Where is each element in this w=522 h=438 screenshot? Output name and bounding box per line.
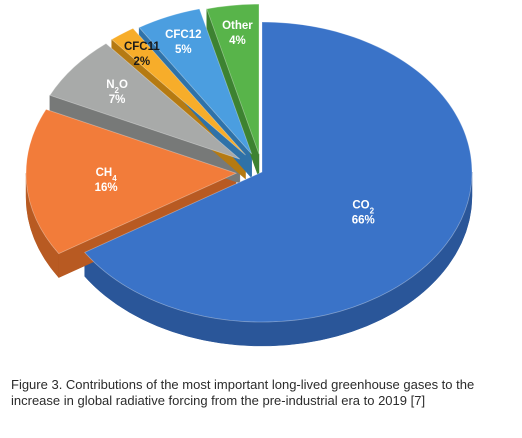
slice-name-ch4: CH4 xyxy=(96,167,118,183)
slice-cfc12 xyxy=(138,8,253,155)
slice-name-cfc12: CFC12 xyxy=(165,29,201,41)
slice-cfc11 xyxy=(111,27,246,156)
pie-chart: CO2 66% CH4 16% N2O 7% CFC11 2% CFC12 5% Other 4% xyxy=(25,3,473,347)
slice-co2 xyxy=(84,21,473,323)
slice-value-other: 4% xyxy=(229,35,246,47)
slice-value-cfc12: 5% xyxy=(175,44,192,56)
slice-ch4 xyxy=(25,108,238,255)
slice-n2o xyxy=(49,43,241,160)
slice-value-co2: 66% xyxy=(352,215,375,227)
slice-name-n2o: N2O xyxy=(106,79,128,95)
pie-tops xyxy=(25,3,473,323)
slice-value-n2o: 7% xyxy=(109,94,126,106)
slice-name-co2: CO2 xyxy=(352,200,374,216)
slice-value-cfc11: 2% xyxy=(134,56,151,68)
figure-caption: Figure 3. Contributions of the most impo… xyxy=(11,377,475,408)
slice-name-other: Other xyxy=(222,20,253,32)
slice-other xyxy=(206,3,260,155)
slice-name-cfc11: CFC11 xyxy=(124,41,160,53)
slice-value-ch4: 16% xyxy=(95,182,118,194)
